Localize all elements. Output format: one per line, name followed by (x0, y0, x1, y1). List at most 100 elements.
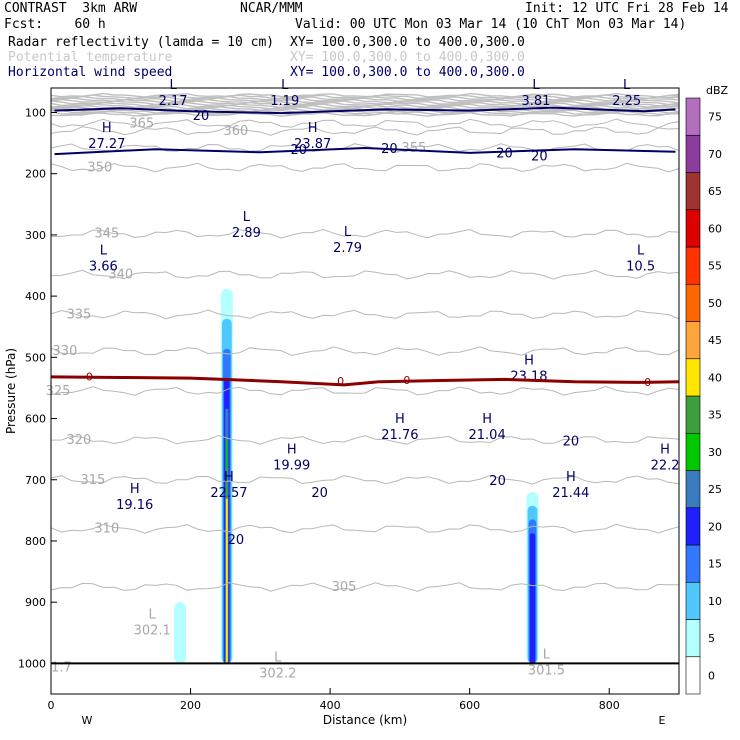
wind-extremum-value: 10.5 (626, 259, 655, 274)
wind-extremum-value: 23.87 (294, 137, 331, 152)
colorbar-swatch-5 (685, 619, 701, 658)
wind-label-5: 20 (311, 486, 328, 501)
wind-extremum-type: H (130, 482, 140, 497)
freezing-label-0: 0 (86, 370, 93, 383)
x-end-label-west: W (82, 714, 93, 727)
colorbar-swatch-60 (685, 209, 701, 248)
theta-contour-330 (50, 346, 680, 356)
y-tick-label-800: 800 (25, 535, 46, 548)
colorbar-swatch-30 (685, 432, 701, 471)
y-tick-label-700: 700 (25, 474, 46, 487)
colorbar-label-50: 50 (708, 297, 722, 310)
wind-extremum-value: 21.44 (552, 486, 589, 501)
wind-extremum-value: 2.79 (333, 241, 362, 256)
theta-contour-310 (50, 523, 680, 534)
wind-extremum-value: 27.27 (88, 137, 125, 152)
wind-extremum-3: L2.25 (612, 78, 641, 109)
colorbar-label-20: 20 (708, 520, 722, 533)
theta-extremum-type: L (149, 608, 157, 623)
wind-extremum-type: L (637, 243, 645, 258)
theta-contour-345 (50, 228, 680, 239)
theta-contour-305 (50, 582, 679, 592)
wind-extremum-15: H22.57 (210, 470, 247, 501)
wind-extremum-value: 19.16 (116, 498, 153, 513)
wind-extremum-type: H (287, 442, 297, 457)
x-tick-label-600: 600 (459, 699, 480, 712)
wind-extremum-value: 2.25 (612, 94, 641, 109)
x-tick-label-800: 800 (599, 699, 620, 712)
reflectivity-cell-0-40 (225, 498, 228, 664)
wind-extremum-11: H21.76 (381, 412, 418, 443)
colorbar-label-35: 35 (708, 409, 722, 422)
forecast-hour: Fcst: 60 h (4, 17, 106, 32)
theta-contour-360 (50, 125, 680, 136)
wind-extremum-6: L2.89 (232, 210, 261, 241)
theta-extremum-type: L (543, 647, 551, 662)
theta-contour-365 (50, 118, 680, 129)
colorbar-label-25: 25 (708, 483, 722, 496)
x-tick-label-200: 200 (180, 699, 201, 712)
theta-label-325: 325 (46, 384, 71, 399)
colorbar-label-5: 5 (708, 632, 715, 645)
wind-extremum-value: 23.18 (510, 370, 547, 385)
init-time: Init: 12 UTC Fri 28 Feb 14 (525, 1, 729, 16)
theta-label-340: 340 (108, 268, 133, 283)
colorbar-swatch-70 (685, 134, 701, 173)
wind-contour-1 (54, 146, 676, 156)
y-tick-label-100: 100 (25, 106, 46, 119)
colorbar-unit: dBZ (706, 84, 729, 97)
theta-contour-335 (50, 309, 680, 320)
wind-extremum-5: H23.87 (294, 121, 331, 152)
wind-extremum-type: L (169, 78, 177, 93)
colorbar-label-40: 40 (708, 371, 722, 384)
wind-label-4: 20 (531, 149, 548, 164)
colorbar-label-45: 45 (708, 334, 722, 347)
colorbar-swatch-0 (685, 656, 701, 695)
colorbar-swatch-15 (685, 544, 701, 583)
y-tick-label-200: 200 (25, 168, 46, 181)
wind-extremum-9: L10.5 (626, 243, 655, 274)
theta-label-320: 320 (66, 433, 91, 448)
theta-contour-355 (50, 143, 680, 153)
model-name: CONTRAST 3km ARW (4, 1, 138, 16)
colorbar-label-65: 65 (708, 185, 722, 198)
org-name: NCAR/MMM (240, 1, 303, 16)
reflectivity-cell-1-20 (529, 533, 536, 664)
colorbar-swatch-65 (685, 172, 701, 211)
colorbar-swatch-75 (685, 97, 701, 136)
wind-contour-0 (54, 106, 676, 115)
field-reflectivity-name: Radar reflectivity (lamda = 10 cm) (8, 35, 275, 50)
wind-label-0: 20 (193, 109, 210, 124)
y-axis-label: Pressure (hPa) (4, 348, 18, 434)
field-wind-xy: XY= 100.0,300.0 to 400.0,300.0 (290, 65, 525, 80)
colorbar-label-15: 15 (708, 558, 722, 571)
theta-contour-350 (50, 162, 680, 173)
theta-dense-line-4 (50, 98, 680, 104)
colorbar: 0 5 10 15 20 25 30 35 40 45 50 55 60 65 70 75 dBZ (685, 84, 729, 695)
wind-extremum-12: H21.04 (469, 412, 506, 443)
freezing-label-2: 0 (403, 374, 410, 387)
theta-label-350: 350 (87, 161, 112, 176)
wind-label-2: 20 (381, 142, 398, 157)
colorbar-swatch-40 (685, 358, 701, 397)
field-wind-name: Horizontal wind speed (8, 65, 173, 80)
colorbar-label-0: 0 (708, 669, 715, 682)
freezing-level-layer: 0 0 0 0 (50, 370, 680, 389)
theta-label-305: 305 (332, 580, 357, 595)
wind-extremum-type: H (482, 412, 492, 427)
y-tick-label-500: 500 (25, 351, 46, 364)
colorbar-label-10: 10 (708, 595, 722, 608)
y-tick-label-600: 600 (25, 413, 46, 426)
field-reflectivity-xy: XY= 100.0,300.0 to 400.0,300.0 (290, 35, 525, 50)
field-theta-name: Potential temperature (8, 50, 173, 65)
theta-contour-315 (50, 474, 680, 485)
wind-extremum-13: H19.99 (273, 442, 310, 473)
x-end-label-east: E (659, 714, 666, 727)
colorbar-swatch-55 (685, 246, 701, 285)
wind-extremum-type: L (281, 78, 289, 93)
theta-label-310: 310 (94, 522, 119, 537)
y-tick-label-1000: 1000 (18, 657, 46, 670)
